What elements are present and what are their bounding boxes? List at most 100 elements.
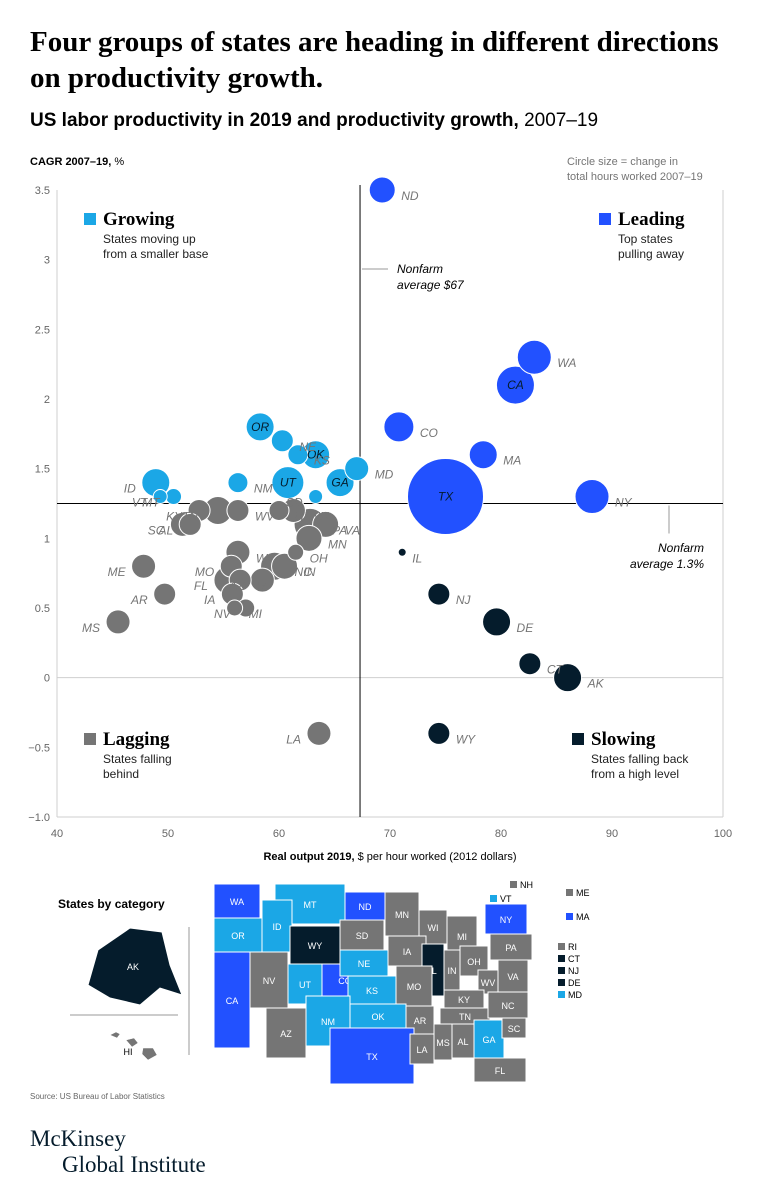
state-label-sc: SC [508,1024,521,1034]
small-state-swatch-me [566,889,573,896]
y-axis-title-bold: CAGR 2007–19, [30,156,114,168]
state-shape-ia [387,935,427,967]
point-wy [427,721,451,745]
y-tick-label: 2.5 [35,324,50,336]
mckinsey-logo: McKinsey Global Institute [30,1126,206,1178]
point-label-nm: NM [254,482,273,496]
point-md [344,456,370,482]
state-shape-ne [339,949,389,977]
point-label-ms: MS [82,621,100,635]
point-label-hi: HI [295,509,308,523]
state-shape-va [497,959,529,993]
point-sd [308,489,324,505]
state-label-mn: MN [395,910,409,920]
small-state-label-vt: VT [500,894,512,904]
quadrant-desc-2: behind [103,767,139,781]
quadrant-name-slowing: Slowing [591,729,656,750]
point-co [383,411,415,443]
point-label-in: IN [304,565,316,579]
small-state-label-me: ME [576,888,590,898]
state-label-hi: HI [124,1047,133,1057]
x-tick-label: 70 [384,828,396,840]
point-mi [226,599,244,617]
point-label-al: AL [158,523,174,537]
state-label-ar: AR [414,1016,427,1026]
y-average-label-1: Nonfarm [658,541,704,555]
state-label-ga: GA [482,1035,495,1045]
point-label-nv: NV [214,607,232,621]
small-state-swatch-nh [510,881,517,888]
point-wa [516,339,552,375]
state-label-sd: SD [356,931,369,941]
map-title: States by category [58,897,165,911]
quadrant-name-leading: Leading [618,209,685,230]
point-oh [287,543,305,561]
state-label-wa: WA [230,897,244,907]
chart-subtitle: US labor productivity in 2019 and produc… [30,110,598,132]
point-label-nc: NC [295,565,313,579]
point-label-md: MD [375,468,394,482]
point-label-ak: AK [587,677,605,691]
point-ca [495,365,535,405]
y-tick-label: 2 [44,394,50,406]
point-tx [407,458,484,536]
state-label-mi: MI [457,932,467,942]
point-label-wv: WV [255,509,275,523]
small-state-swatch-ri [558,943,565,950]
point-label-vt: VT [132,496,149,510]
x-tick-label: 50 [162,828,174,840]
state-label-oh: OH [467,957,481,967]
point-label-ut: UT [280,476,298,490]
chart-title: Four groups of states are heading in dif… [30,26,719,94]
y-tick-label: 1.5 [35,464,50,476]
y-axis-title-unit: % [114,156,124,168]
state-label-nc: NC [502,1001,515,1011]
point-ar [153,582,177,606]
state-label-fl: FL [495,1066,506,1076]
state-label-ks: KS [366,986,378,996]
state-label-al: AL [457,1037,468,1047]
point-label-ia: IA [204,593,215,607]
quadrant-desc-1: States falling back [591,752,689,766]
x-tick-label: 40 [51,828,63,840]
state-label-nm: NM [321,1017,335,1027]
state-label-az: AZ [280,1029,292,1039]
small-state-label-ct: CT [568,954,580,964]
state-label-ok: OK [371,1012,384,1022]
state-label-il: IL [429,966,437,976]
point-la [306,720,332,746]
state-label-tn: TN [459,1012,471,1022]
quadrant-desc-2: from a high level [591,767,679,781]
point-label-ny: NY [615,496,633,510]
states-map: AK HI WA MT ND MN OR ID WY SD WI MI NY PA CA NV UT CO NE IA… [70,880,590,1085]
x-tick-label: 90 [606,828,618,840]
x-average-label-2: average $67 [397,278,465,292]
point-label-nj: NJ [456,593,472,607]
point-hi [268,499,290,521]
point-il [397,547,407,557]
state-label-nd: ND [359,902,372,912]
point-ut [271,466,305,500]
point-label-ks: KS [314,454,330,468]
logo-line-2: Global Institute [62,1152,206,1177]
point-de [482,607,512,637]
quadrant-name-growing: Growing [103,209,175,230]
point-label-ga: GA [331,476,348,490]
point-label-oh: OH [310,551,328,565]
small-state-swatch-ma [566,913,573,920]
y-average-label-2: average 1.3% [630,557,704,571]
point-ct [518,652,542,676]
state-label-ne: NE [358,959,371,969]
state-label-wi: WI [428,923,439,933]
point-mt [165,488,183,506]
state-shape-ak [87,927,183,1006]
logo-line-1: McKinsey [30,1126,126,1151]
state-label-ak: AK [127,962,139,972]
point-label-nh: NH [311,509,329,523]
point-wv [226,498,250,522]
point-label-az: AZ [228,579,245,593]
point-label-ky: KY [166,509,183,523]
point-label-de: DE [517,621,535,635]
point-vt [152,489,168,505]
point-label-tx: TX [438,490,454,504]
